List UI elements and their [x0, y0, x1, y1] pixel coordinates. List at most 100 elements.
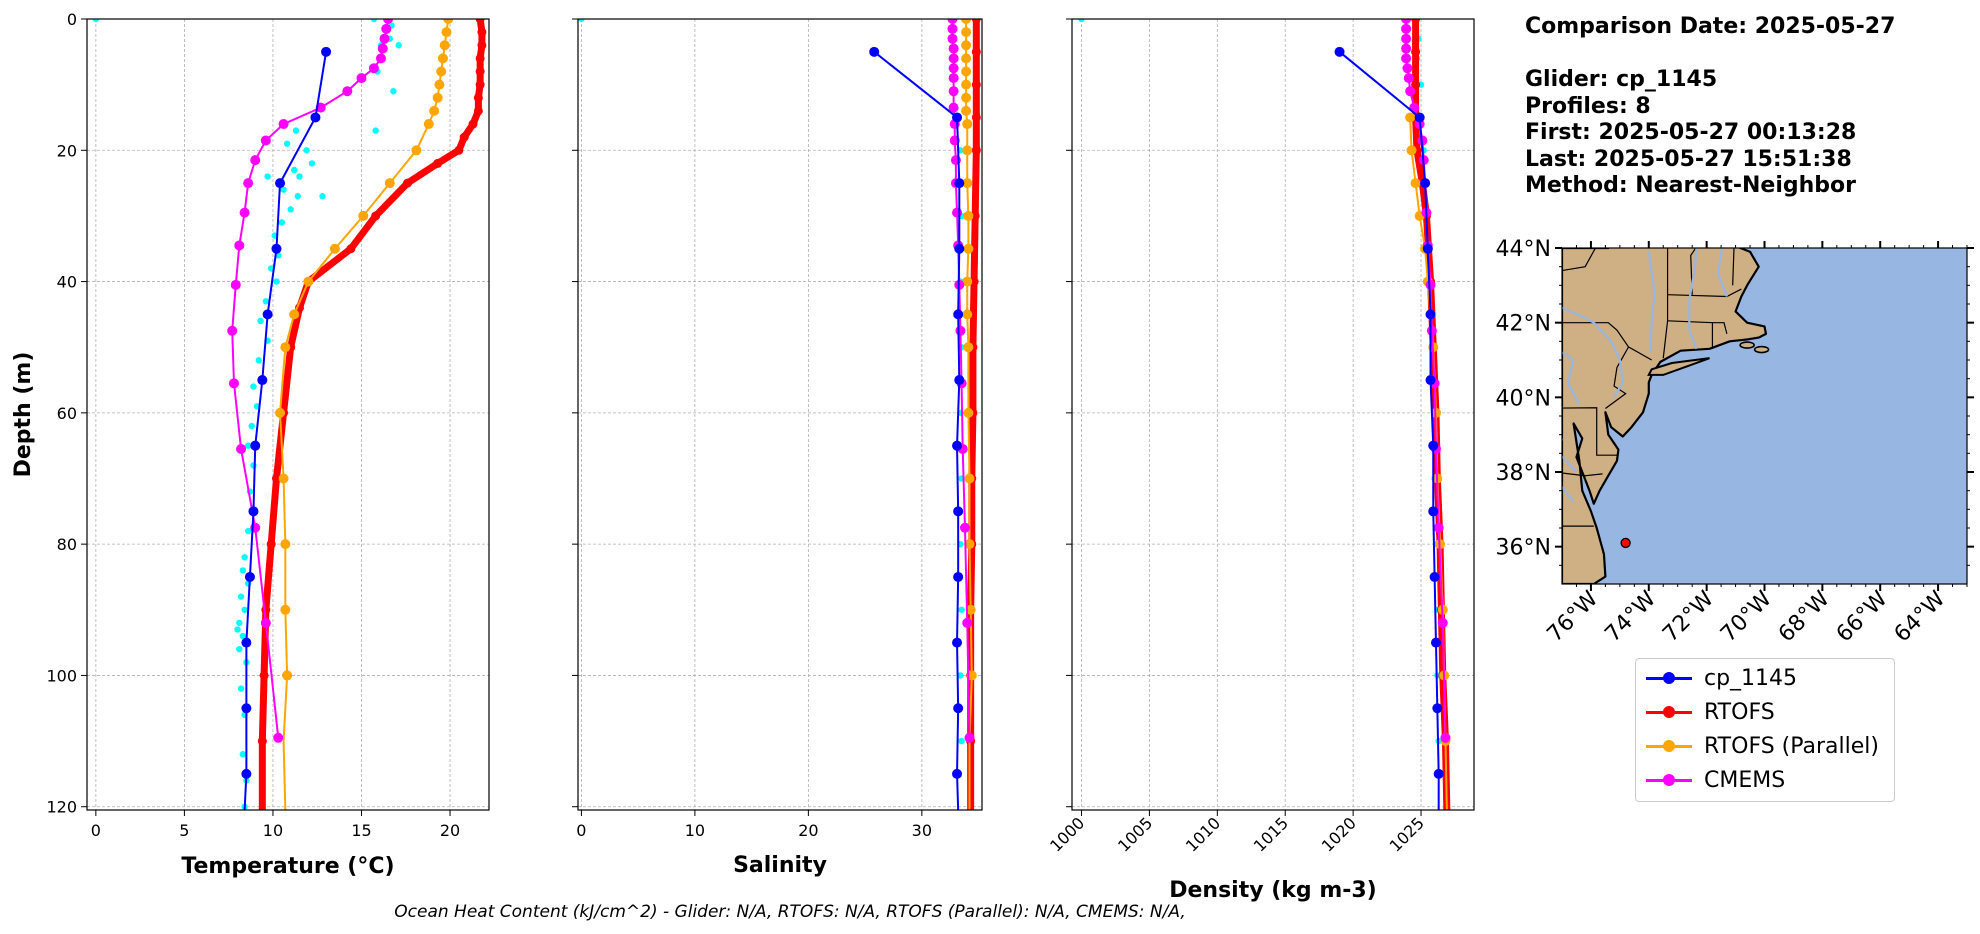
raw-data-point [303, 147, 310, 154]
series-point [963, 210, 974, 221]
legend-label: RTOFS (Parallel) [1704, 733, 1879, 759]
raw-data-point [283, 140, 291, 147]
series-point [1411, 19, 1421, 24]
series-point [329, 243, 340, 254]
series-point [1428, 506, 1439, 517]
legend: cp_1145 RTOFS RTOFS (Parallel) CMEMS [1635, 658, 1895, 802]
map-lat-label: 36°N [1496, 536, 1551, 561]
series-point [262, 309, 273, 320]
series-point [1411, 80, 1421, 90]
series-point [468, 119, 478, 129]
series-point [271, 474, 281, 484]
series-point [1414, 112, 1425, 123]
axes-frame [86, 18, 490, 811]
series-point [954, 243, 965, 254]
series-point [356, 73, 367, 84]
y-tick-label: 80 [57, 535, 77, 554]
x-tick-label: 1000 [1046, 813, 1088, 855]
y-tick-label: 0 [67, 10, 77, 29]
series-point [1411, 47, 1421, 57]
state-border [1562, 248, 1597, 272]
series-point [964, 732, 975, 743]
series-point [1402, 63, 1413, 74]
map-content [1562, 216, 1859, 584]
series-point [1420, 178, 1431, 189]
series-point [961, 66, 972, 77]
raw-data-point [239, 632, 247, 640]
series-point [1401, 53, 1412, 64]
ocean-heat-content-footer: Ocean Heat Content (kJ/cm^2) - Glider: N… [394, 902, 1186, 922]
series-point [358, 210, 369, 221]
raw-data-point [244, 442, 252, 449]
coast-island [1849, 216, 1859, 221]
x-tick-label: 30 [912, 821, 932, 840]
series-point [961, 40, 972, 51]
raw-data-point [237, 685, 245, 692]
series-point [227, 325, 238, 336]
raw-data-point [319, 193, 326, 200]
y-tick-label: 20 [57, 141, 77, 160]
raw-data-point [239, 567, 247, 574]
series-point [475, 80, 485, 90]
series-point [244, 571, 255, 582]
state-border [1712, 322, 1728, 335]
raw-data-point [958, 737, 965, 745]
coast-island [1829, 229, 1839, 234]
river [1562, 438, 1578, 473]
series-point [1437, 617, 1448, 628]
series-point [971, 145, 981, 155]
series-point [437, 53, 448, 64]
profile-count: Profiles: 8 [1525, 93, 1651, 119]
raw-data-point [292, 127, 300, 134]
series-point [962, 276, 973, 287]
series-point [381, 23, 392, 34]
series-point [260, 135, 271, 146]
series-point [346, 244, 356, 254]
series-point [1425, 279, 1436, 290]
series-point [250, 155, 261, 166]
series-point [952, 768, 963, 779]
series-point [947, 23, 958, 34]
series-point [403, 178, 413, 188]
axes-frame [1071, 18, 1475, 811]
series-point [257, 736, 267, 746]
series-point [266, 539, 276, 549]
series-point [475, 19, 485, 24]
map-lat-label: 38°N [1496, 461, 1551, 486]
axes-frame [577, 18, 983, 811]
raw-data-point [958, 606, 965, 613]
y-tick-label: 40 [57, 273, 77, 292]
map-lon-label: 72°W [1658, 586, 1719, 647]
series-point [962, 119, 973, 130]
y-tick-label: 100 [46, 666, 77, 685]
series-point [250, 440, 261, 451]
raw-data-point [278, 219, 286, 226]
x-tick-label: 1010 [1182, 813, 1224, 855]
legend-item-rtofs: RTOFS [1644, 697, 1775, 727]
series-point [432, 92, 443, 103]
series-point [230, 279, 241, 290]
series-point [271, 243, 282, 254]
raw-data-point [296, 173, 303, 180]
series-point [963, 342, 974, 353]
series-point [441, 27, 452, 38]
series-point [952, 637, 963, 648]
series-point [454, 145, 464, 155]
comparison-date: Comparison Date: 2025-05-27 [1525, 14, 1896, 39]
river [1688, 248, 1698, 350]
first-time: First: 2025-05-27 00:13:28 [1525, 120, 1857, 145]
series-point [243, 178, 254, 189]
series-point [282, 670, 293, 681]
series-point [241, 637, 252, 648]
series-point [963, 243, 974, 254]
series-point [948, 86, 959, 97]
legend-item-cmems: CMEMS [1644, 765, 1785, 795]
series-point [962, 617, 973, 628]
series-point [1403, 73, 1414, 84]
raw-data-point [290, 166, 298, 174]
series-point [969, 277, 979, 287]
series-point [1428, 440, 1439, 451]
legend-label: RTOFS [1704, 699, 1775, 725]
series-point [961, 27, 972, 38]
x-axis-label: Salinity [733, 853, 827, 878]
